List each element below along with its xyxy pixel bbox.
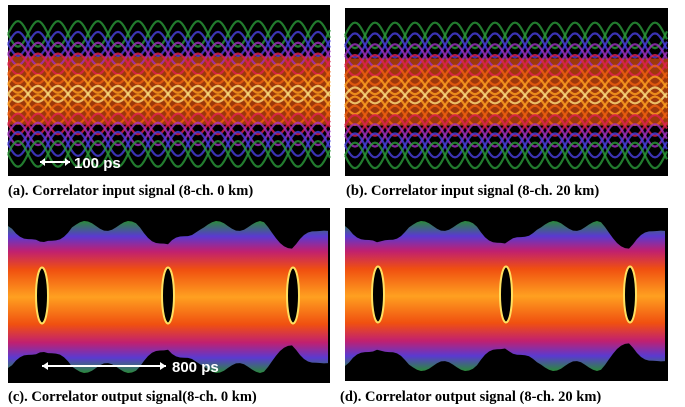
eye-opening: [624, 267, 636, 323]
eye-opening: [36, 268, 48, 324]
caption: (c). Correlator output signal(8-ch. 0 km…: [8, 389, 257, 405]
scale-label: 800 ps: [172, 359, 219, 376]
eye-opening: [372, 267, 384, 323]
caption: (a). Correlator input signal (8-ch. 0 km…: [8, 183, 253, 199]
eye-opening: [162, 268, 174, 324]
caption: (b). Correlator input signal (8-ch. 20 k…: [346, 183, 599, 199]
eye-opening: [287, 268, 299, 324]
figure: 100 ps 800 ps (a). Correlator input sign…: [0, 0, 685, 407]
eye-opening: [500, 267, 512, 323]
caption: (d). Correlator output signal (8-ch. 20 …: [340, 389, 601, 405]
page: 100 ps 800 ps (a). Correlator input sign…: [0, 0, 685, 407]
scale-label: 100 ps: [74, 155, 121, 172]
